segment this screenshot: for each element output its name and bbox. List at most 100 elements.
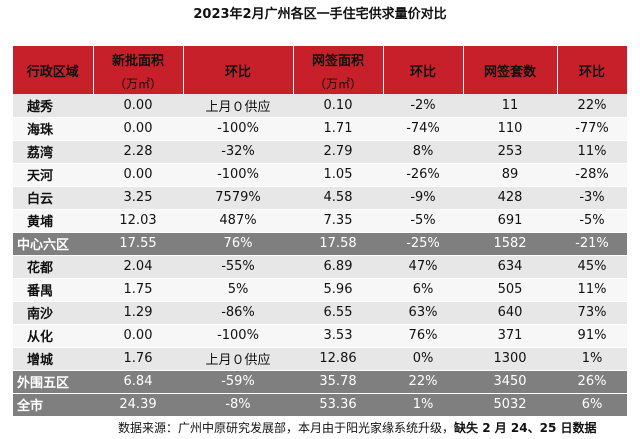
signed-area-cell: 2.79 (293, 140, 383, 164)
new-area-change-cell: -100% (183, 117, 293, 141)
header-new-area: 新批面积 (93, 46, 184, 72)
signed-area-cell: 1.05 (293, 163, 383, 187)
table-row: 番禺 1.75 5% 5.96 6% 505 11% (13, 278, 627, 302)
new-area-change-cell: 5% (183, 278, 293, 302)
signed-units-cell: 428 (463, 186, 557, 210)
district-cell: 全市 (13, 393, 93, 417)
header-signed-units: 网签套数 (463, 46, 558, 94)
new-area-change-cell: -86% (183, 301, 293, 325)
table-row: 南沙 1.29 -86% 6.55 63% 640 73% (13, 301, 627, 325)
signed-area-cell: 6.55 (293, 301, 383, 325)
district-cell: 白云 (13, 186, 93, 210)
signed-units-change-cell: -28% (557, 163, 627, 187)
table-row: 全市 24.39 -8% 53.36 1% 5032 6% (13, 393, 627, 417)
signed-area-cell: 7.35 (293, 209, 383, 233)
signed-units-cell: 371 (463, 324, 557, 348)
signed-area-cell: 53.36 (293, 393, 383, 417)
district-cell: 增城 (13, 347, 93, 371)
signed-units-change-cell: 26% (557, 370, 627, 394)
signed-units-change-cell: 45% (557, 255, 627, 279)
signed-area-cell: 5.96 (293, 278, 383, 302)
table-row: 天河 0.00 -100% 1.05 -26% 89 -28% (13, 163, 627, 187)
signed-area-change-cell: -5% (383, 209, 463, 233)
signed-area-cell: 3.53 (293, 324, 383, 348)
signed-units-change-cell: 6% (557, 393, 627, 417)
table-title: 2023年2月广州各区一手住宅供求量价对比 (193, 7, 447, 22)
new-area-cell: 2.28 (93, 140, 183, 164)
district-cell: 从化 (13, 324, 93, 348)
header-signed-units-change: 环比 (557, 46, 628, 94)
new-area-change-cell: 上月０供应 (183, 347, 293, 371)
signed-area-change-cell: -9% (383, 186, 463, 210)
header-new-area-unit: （万㎡） (93, 72, 184, 94)
signed-area-cell: 6.89 (293, 255, 383, 279)
district-cell: 中心六区 (13, 232, 93, 256)
signed-units-cell: 5032 (463, 393, 557, 417)
new-area-change-cell: 76% (183, 232, 293, 256)
new-area-cell: 0.00 (93, 324, 183, 348)
signed-area-change-cell: -74% (383, 117, 463, 141)
table-row: 海珠 0.00 -100% 1.71 -74% 110 -77% (13, 117, 627, 141)
signed-units-cell: 505 (463, 278, 557, 302)
signed-units-cell: 1300 (463, 347, 557, 371)
signed-units-change-cell: -21% (557, 232, 627, 256)
signed-area-change-cell: 1% (383, 393, 463, 417)
signed-units-change-cell: -3% (557, 186, 627, 210)
signed-units-cell: 640 (463, 301, 557, 325)
district-cell: 南沙 (13, 301, 93, 325)
new-area-change-cell: 487% (183, 209, 293, 233)
signed-units-change-cell: 11% (557, 278, 627, 302)
new-area-cell: 1.29 (93, 301, 183, 325)
new-area-cell: 1.76 (93, 347, 183, 371)
signed-area-change-cell: 76% (383, 324, 463, 348)
district-cell: 番禺 (13, 278, 93, 302)
new-area-cell: 12.03 (93, 209, 183, 233)
district-cell: 越秀 (13, 94, 93, 118)
signed-units-change-cell: -77% (557, 117, 627, 141)
table-row: 黄埔 12.03 487% 7.35 -5% 691 -5% (13, 209, 627, 233)
signed-units-change-cell: 73% (557, 301, 627, 325)
header-new-area-change: 环比 (183, 46, 294, 94)
new-area-change-cell: -8% (183, 393, 293, 417)
table-row: 从化 0.00 -100% 3.53 76% 371 91% (13, 324, 627, 348)
district-cell: 外围五区 (13, 370, 93, 394)
signed-area-change-cell: 47% (383, 255, 463, 279)
signed-units-cell: 634 (463, 255, 557, 279)
signed-area-change-cell: 63% (383, 301, 463, 325)
new-area-cell: 2.04 (93, 255, 183, 279)
table-row: 荔湾 2.28 -32% 2.79 8% 253 11% (13, 140, 627, 164)
new-area-change-cell: -100% (183, 324, 293, 348)
header-signed-area: 网签面积 (293, 46, 384, 72)
new-area-cell: 6.84 (93, 370, 183, 394)
table-row: 白云 3.25 7579% 4.58 -9% 428 -3% (13, 186, 627, 210)
new-area-change-cell: -59% (183, 370, 293, 394)
new-area-cell: 1.75 (93, 278, 183, 302)
signed-area-cell: 4.58 (293, 186, 383, 210)
signed-area-change-cell: 22% (383, 370, 463, 394)
district-cell: 黄埔 (13, 209, 93, 233)
district-cell: 荔湾 (13, 140, 93, 164)
new-area-cell: 24.39 (93, 393, 183, 417)
signed-area-cell: 0.10 (293, 94, 383, 118)
supply-demand-table: 行政区域 新批面积 环比 网签面积 环比 网签套数 环比 （万㎡） （万㎡） 越… (13, 46, 628, 417)
signed-area-cell: 17.58 (293, 232, 383, 256)
new-area-cell: 0.00 (93, 163, 183, 187)
source-text: 数据来源：广州中原研究发展部，本月由于阳光家缘系统升级， (118, 421, 455, 435)
new-area-change-cell: 7579% (183, 186, 293, 210)
signed-area-change-cell: -2% (383, 94, 463, 118)
signed-area-change-cell: 8% (383, 140, 463, 164)
signed-area-change-cell: 0% (383, 347, 463, 371)
source-missing-data: 缺失 2 月 24、25 日数据 (454, 421, 597, 435)
signed-units-cell: 1582 (463, 232, 557, 256)
signed-units-cell: 110 (463, 117, 557, 141)
signed-area-cell: 12.86 (293, 347, 383, 371)
table-row: 外围五区 6.84 -59% 35.78 22% 3450 26% (13, 370, 627, 394)
signed-units-cell: 89 (463, 163, 557, 187)
signed-units-cell: 253 (463, 140, 557, 164)
table-row: 增城 1.76 上月０供应 12.86 0% 1300 1% (13, 347, 627, 371)
signed-area-change-cell: -26% (383, 163, 463, 187)
new-area-change-cell: -32% (183, 140, 293, 164)
new-area-change-cell: 上月０供应 (183, 94, 293, 118)
table-row: 花都 2.04 -55% 6.89 47% 634 45% (13, 255, 627, 279)
district-cell: 海珠 (13, 117, 93, 141)
